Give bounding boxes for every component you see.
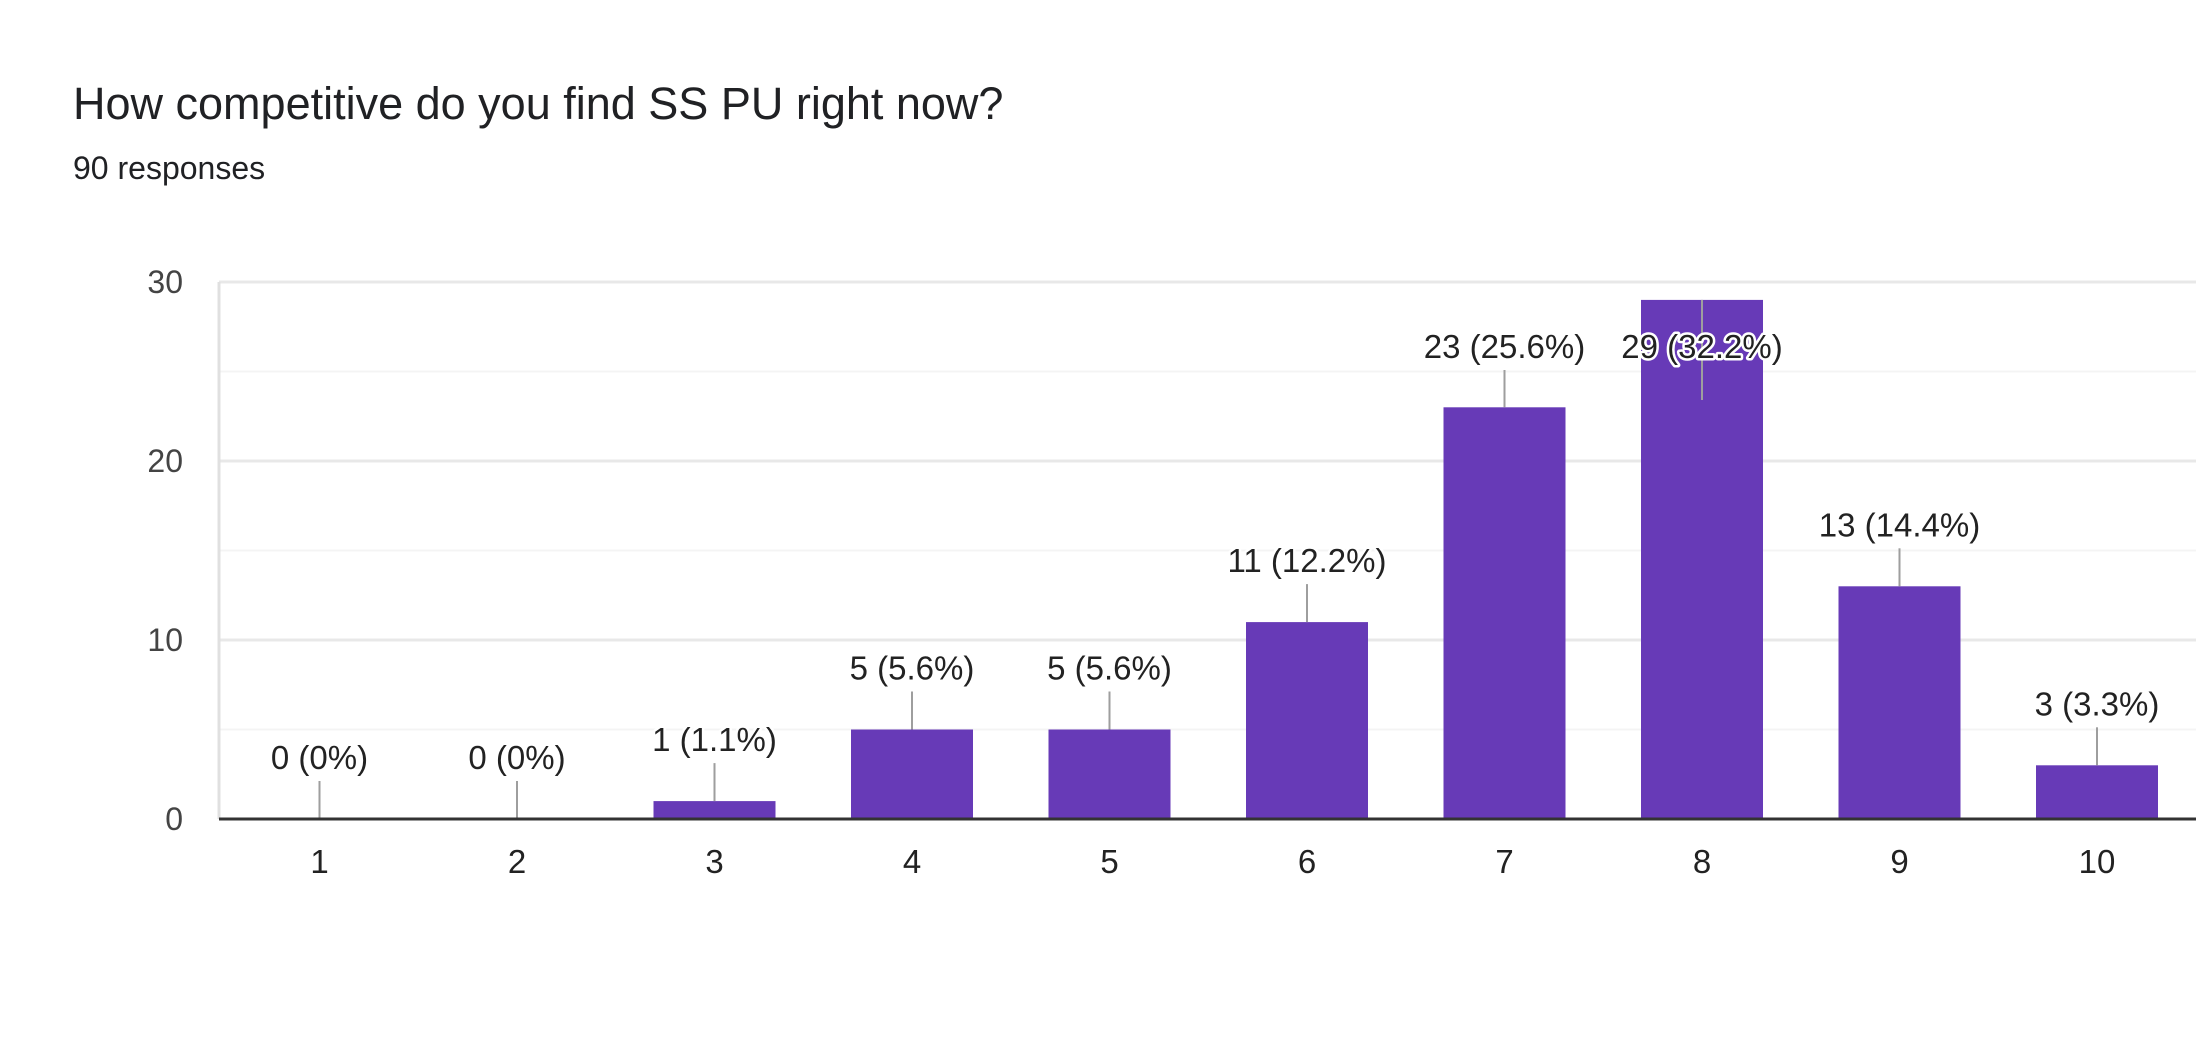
data-label: 0 (0%) <box>468 739 565 776</box>
y-tick-label: 30 <box>147 264 183 300</box>
axes <box>217 282 2196 821</box>
data-label: 3 (3.3%) <box>2035 685 2160 722</box>
bar-3 <box>653 801 776 819</box>
data-label: 11 (12.2%) <box>1228 542 1387 579</box>
y-tick-label: 20 <box>147 443 183 479</box>
bar-6 <box>1246 622 1368 819</box>
bar-4 <box>851 729 973 819</box>
x-tick-label: 6 <box>1298 843 1316 880</box>
x-tick-label: 7 <box>1495 843 1513 880</box>
bars <box>653 299 2158 819</box>
x-tick-label: 4 <box>903 843 921 880</box>
chart-title: How competitive do you find SS PU right … <box>73 78 1004 129</box>
x-tick-label: 10 <box>2079 843 2116 880</box>
y-tick-label: 10 <box>147 622 183 658</box>
x-tick-label: 5 <box>1100 843 1118 880</box>
data-label: 23 (25.6%) <box>1424 328 1585 365</box>
grid-lines <box>219 280 2196 731</box>
data-label: 5 (5.6%) <box>1047 650 1172 687</box>
x-tick-label: 2 <box>508 843 526 880</box>
x-tick-label: 9 <box>1890 843 1908 880</box>
bar-5 <box>1048 729 1171 819</box>
x-tick-label: 1 <box>310 843 328 880</box>
data-label: 1 (1.1%) <box>652 721 777 758</box>
response-count: 90 responses <box>73 150 266 186</box>
data-label: 29 (32.2%) <box>1621 328 1782 365</box>
data-label: 13 (14.4%) <box>1819 506 1980 543</box>
x-axis-ticks: 1 2 3 4 5 6 7 8 9 10 <box>310 843 2115 880</box>
x-tick-label: 3 <box>705 843 723 880</box>
data-labels: 0 (0%) 0 (0%) 1 (1.1%) 5 (5.6%) 5 (5.6%) 11 (… <box>268 326 2161 779</box>
label-leader-lines <box>318 299 2098 819</box>
x-tick-label: 8 <box>1693 843 1711 880</box>
y-axis-ticks: 0 10 20 30 <box>147 264 183 837</box>
bar-9 <box>1838 586 1961 819</box>
data-label: 5 (5.6%) <box>850 650 975 687</box>
bar-7 <box>1443 407 1566 819</box>
y-tick-label: 0 <box>165 801 183 837</box>
data-label: 0 (0%) <box>271 739 368 776</box>
bar-10 <box>2036 765 2158 819</box>
